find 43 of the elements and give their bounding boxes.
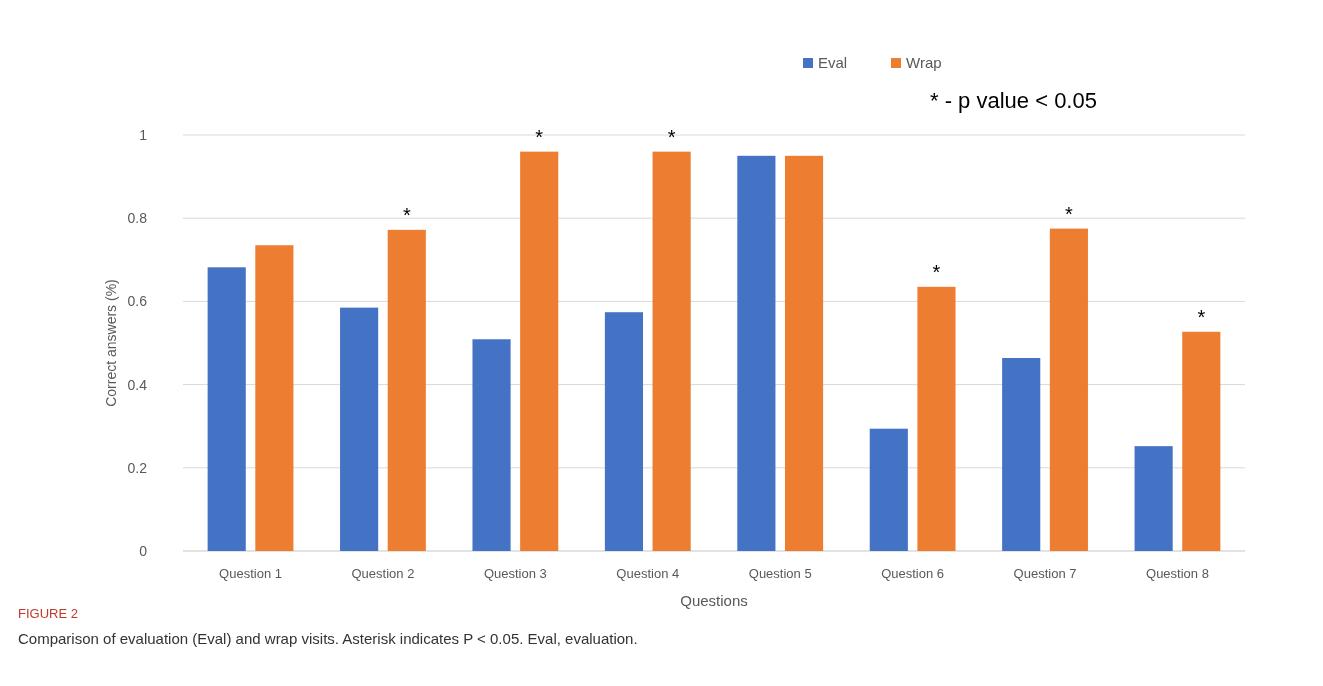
y-tick-label: 0 <box>139 543 148 559</box>
text: Comparison of evaluation (Eval) and wrap visits. Asterisk indicates P < 0.05. Eval, evaluation. <box>18 630 638 647</box>
x-tick-label: Question 3 <box>483 566 547 581</box>
bar <box>1134 446 1173 551</box>
y-axis-title: Correct answers (%) <box>103 279 119 407</box>
y-tick-label: 0.4 <box>127 376 148 393</box>
bar <box>340 307 379 551</box>
legend-label: Wrap <box>906 54 942 71</box>
x-axis-title: Questions <box>680 592 748 609</box>
x-tick-label: Question 6 <box>881 566 945 581</box>
annotation: * <box>402 203 411 226</box>
bar <box>520 151 559 551</box>
x-tick-label: Question 7 <box>1013 566 1077 581</box>
y-tick-label: 0.6 <box>127 293 148 310</box>
bar <box>737 155 776 551</box>
x-tick-label: Question 1 <box>219 566 282 581</box>
annotation: * <box>535 125 544 148</box>
x-tick-label: Question 5 <box>748 566 812 581</box>
bar <box>917 286 956 551</box>
legend-label: Eval <box>818 54 848 71</box>
bar <box>1002 357 1041 551</box>
x-tick-label: Question 4 <box>616 566 680 581</box>
text: * - p value < 0.05 <box>930 88 1097 113</box>
bar <box>1182 331 1221 551</box>
bar <box>652 151 691 551</box>
annotation: * <box>1064 202 1073 225</box>
y-tick-label: 0.2 <box>127 459 148 476</box>
x-tick-label: Question 2 <box>351 566 415 581</box>
annotation: * <box>1197 305 1206 328</box>
bar <box>784 155 824 551</box>
y-tick-label: 0.8 <box>127 210 148 227</box>
bar <box>604 312 644 551</box>
bar <box>472 339 511 551</box>
bar <box>1049 228 1088 551</box>
bar <box>255 245 294 551</box>
x-tick-label: Question 8 <box>1146 566 1209 581</box>
caption: FIGURE 2 <box>18 606 78 621</box>
bar <box>387 229 426 551</box>
bar <box>869 428 908 551</box>
annotation: * <box>667 125 676 148</box>
y-tick-label: 1 <box>139 127 148 143</box>
annotation: * <box>932 260 941 283</box>
bar <box>207 267 246 551</box>
